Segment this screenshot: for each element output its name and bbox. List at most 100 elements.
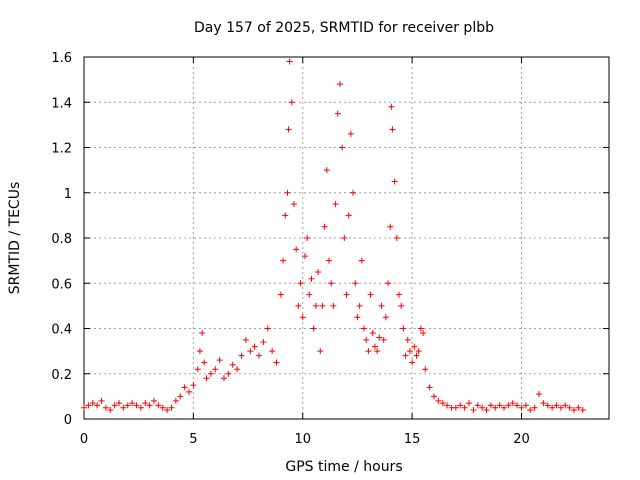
x-axis-title: GPS time / hours: [285, 459, 402, 475]
axis-ticks: 0 0.2 0.4 0.6 0.8 1 1.2 1.4 1.6 0 5 10 15 20: [51, 51, 609, 447]
y-tick-label: 0.8: [51, 232, 72, 247]
data-point: [363, 336, 370, 343]
data-point: [203, 375, 210, 382]
data-point: [321, 223, 328, 230]
data-point: [531, 404, 538, 411]
y-tick-label: 1: [64, 187, 72, 202]
data-point: [400, 325, 407, 332]
data-point: [190, 382, 197, 389]
data-point: [291, 201, 297, 208]
data-point: [575, 404, 582, 411]
data-point: [207, 370, 214, 377]
data-point: [251, 343, 258, 350]
y-tick-label: 0.4: [51, 323, 72, 338]
x-tick-label: 10: [294, 432, 311, 447]
data-point: [557, 404, 564, 411]
data-point: [452, 404, 459, 411]
data-point: [317, 348, 324, 355]
data-point: [332, 201, 339, 208]
data-point: [544, 402, 551, 409]
data-point: [172, 397, 179, 404]
data-point: [420, 330, 427, 337]
data-point: [260, 339, 267, 346]
y-tick-label: 1.6: [51, 51, 72, 66]
data-point: [151, 397, 157, 404]
data-point: [269, 348, 276, 355]
data-points: [81, 58, 586, 413]
data-point: [247, 348, 254, 355]
data-point: [354, 314, 361, 321]
data-point: [461, 404, 468, 411]
data-point: [284, 189, 291, 196]
data-point: [301, 253, 308, 260]
data-point: [168, 404, 175, 411]
y-tick-label: 1.4: [51, 96, 72, 111]
data-point: [457, 402, 464, 409]
data-point: [571, 406, 577, 413]
x-tick-label: 20: [513, 432, 530, 447]
data-point: [536, 391, 542, 398]
data-point: [376, 334, 383, 341]
data-point: [306, 291, 313, 298]
data-point: [116, 400, 122, 407]
data-point: [347, 130, 354, 137]
data-point: [393, 235, 400, 241]
y-tick-label: 1.2: [51, 142, 72, 157]
data-point: [343, 291, 350, 298]
x-tick-label: 15: [404, 432, 421, 447]
data-point: [94, 402, 101, 409]
data-point: [426, 384, 433, 391]
data-point: [388, 103, 395, 110]
data-point: [402, 352, 409, 359]
data-point: [339, 144, 346, 151]
data-point: [566, 404, 573, 411]
data-point: [120, 404, 127, 411]
data-point: [159, 404, 166, 411]
data-point: [487, 402, 494, 409]
data-point: [199, 330, 206, 337]
data-point: [295, 302, 302, 309]
data-point: [273, 359, 280, 366]
data-point: [411, 343, 418, 350]
data-point: [155, 402, 162, 409]
data-point: [285, 126, 292, 133]
data-point: [509, 400, 516, 407]
data-point: [389, 126, 396, 133]
data-point: [336, 81, 343, 88]
data-point: [382, 314, 389, 321]
data-point: [142, 400, 149, 407]
data-point: [293, 246, 300, 253]
data-point: [177, 393, 184, 400]
data-point: [345, 212, 352, 219]
data-point: [522, 402, 529, 409]
data-point: [505, 402, 512, 409]
data-point: [398, 302, 405, 309]
data-point: [334, 110, 341, 117]
data-point: [415, 348, 422, 355]
data-point: [518, 404, 525, 411]
data-point: [387, 223, 394, 230]
y-tick-label: 0.2: [51, 368, 72, 383]
chart-title: Day 157 of 2025, SRMTID for receiver plb…: [194, 20, 494, 36]
data-point: [367, 291, 374, 298]
data-point: [186, 388, 192, 395]
data-point: [361, 325, 367, 332]
data-point: [286, 58, 293, 65]
data-point: [111, 402, 118, 409]
data-point: [326, 257, 332, 264]
data-point: [196, 348, 203, 355]
data-point: [297, 280, 304, 287]
data-point: [310, 325, 317, 332]
data-point: [474, 402, 481, 409]
data-point: [422, 366, 429, 373]
data-point: [409, 359, 416, 366]
data-point: [212, 366, 219, 373]
data-point: [466, 400, 472, 407]
data-point: [225, 370, 232, 377]
data-point: [501, 404, 507, 411]
data-point: [221, 375, 227, 382]
data-point: [242, 336, 249, 343]
data-point: [282, 212, 289, 219]
data-point: [133, 402, 140, 409]
